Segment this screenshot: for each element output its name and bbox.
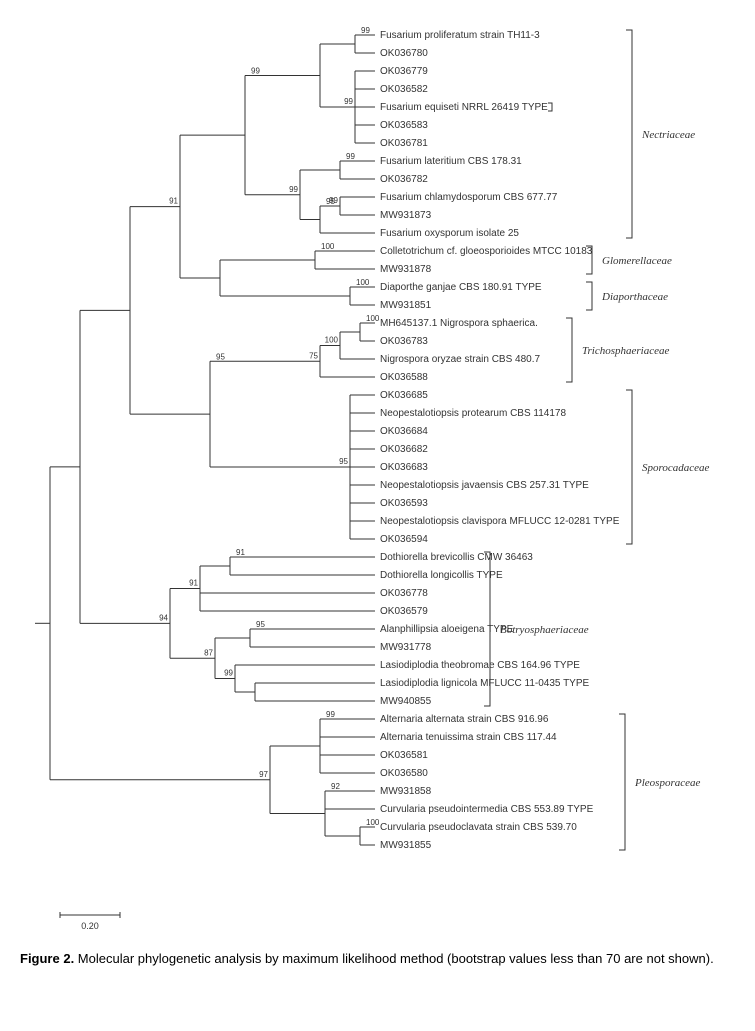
family-label: Diaporthaceae [601, 291, 668, 303]
bootstrap-value: 94 [159, 613, 168, 622]
taxon-label: OK036580 [380, 768, 428, 779]
family-label: Pleosporaceae [634, 777, 700, 789]
taxon-label: OK036684 [380, 426, 428, 437]
taxon-label: Neopestalotiopsis clavispora MFLUCC 12-0… [380, 516, 620, 527]
bootstrap-value: 91 [189, 579, 198, 588]
taxon-label: Fusarium oxysporum isolate 25 [380, 228, 519, 239]
family-label: Sporocadaceae [642, 462, 710, 474]
taxon-label: OK036783 [380, 336, 428, 347]
bootstrap-value: 97 [259, 770, 268, 779]
taxon-label: OK036778 [380, 588, 428, 599]
family-label: Glomerellaceae [602, 255, 672, 267]
taxon-label: OK036685 [380, 390, 428, 401]
bootstrap-value: 75 [309, 351, 318, 360]
taxon-label: Alanphillipsia aloeigena TYPE [380, 624, 514, 635]
taxon-label: MW931858 [380, 786, 432, 797]
bootstrap-value: 95 [256, 620, 265, 629]
taxon-label: Alternaria alternata strain CBS 916.96 [380, 714, 549, 725]
bootstrap-value: 99 [289, 185, 298, 194]
bootstrap-value: 95 [339, 457, 348, 466]
bootstrap-value: 99 [251, 67, 260, 76]
bootstrap-value: 91 [236, 548, 245, 557]
taxon-label: OK036683 [380, 462, 428, 473]
taxon-label: Lasiodiplodia lignicola MFLUCC 11-0435 T… [380, 678, 590, 689]
figure-caption: Figure 2. Molecular phylogenetic analysi… [20, 950, 755, 968]
taxon-label: Neopestalotiopsis protearum CBS 114178 [380, 408, 566, 419]
family-label: Botryosphaeriaceae [500, 624, 589, 636]
bootstrap-value: 99 [326, 710, 335, 719]
bootstrap-value: 100 [325, 336, 339, 345]
scale-bar-label: 0.20 [81, 921, 99, 931]
taxon-label: OK036780 [380, 48, 428, 59]
taxon-label: OK036782 [380, 174, 428, 185]
taxon-label: Fusarium proliferatum strain TH11-3 [380, 30, 540, 41]
bootstrap-value: 91 [169, 197, 178, 206]
taxon-label: OK036579 [380, 606, 428, 617]
taxon-label: Lasiodiplodia theobromae CBS 164.96 TYPE [380, 660, 580, 671]
tree-svg: 99 99 99 99 95 99 99 100 100 91 100 100 75 95 95 91 91 95… [20, 20, 735, 940]
taxon-label: OK036582 [380, 84, 428, 95]
taxon-label: Fusarium chlamydosporum CBS 677.77 [380, 192, 558, 203]
caption-prefix: Figure 2. [20, 951, 74, 966]
bootstrap-value: 87 [204, 648, 213, 657]
family-label: Nectriaceae [641, 129, 695, 141]
caption-text: Molecular phylogenetic analysis by maxim… [74, 951, 714, 966]
bootstrap-value: 95 [326, 197, 335, 206]
taxon-label: Colletotrichum cf. gloeosporioides MTCC … [380, 246, 593, 257]
phylogenetic-tree: 99 99 99 99 95 99 99 100 100 91 100 100 75 95 95 91 91 95… [20, 20, 755, 940]
taxon-label: Curvularia pseudointermedia CBS 553.89 T… [380, 804, 594, 815]
taxon-label: Nigrospora oryzae strain CBS 480.7 [380, 354, 541, 365]
bootstrap-value: 99 [361, 26, 370, 35]
taxon-label: OK036594 [380, 534, 428, 545]
bootstrap-value: 95 [216, 352, 225, 361]
taxon-label: Dothiorella longicollis TYPE [380, 570, 503, 581]
bootstrap-value: 100 [366, 818, 380, 827]
taxon-label: MW931878 [380, 264, 432, 275]
taxon-label: OK036581 [380, 750, 428, 761]
taxon-label: Diaporthe ganjae CBS 180.91 TYPE [380, 282, 542, 293]
family-label: Trichosphaeriaceae [582, 345, 669, 357]
taxon-label: MW931855 [380, 840, 432, 851]
taxon-label: MW931873 [380, 210, 432, 221]
taxon-label: MW931778 [380, 642, 432, 653]
taxon-label: Alternaria tenuissima strain CBS 117.44 [380, 732, 557, 743]
taxon-label: Neopestalotiopsis javaensis CBS 257.31 T… [380, 480, 589, 491]
taxon-label: OK036779 [380, 66, 428, 77]
bootstrap-value: 100 [356, 278, 370, 287]
taxon-label: MW931851 [380, 300, 432, 311]
taxon-label: Curvularia pseudoclavata strain CBS 539.… [380, 822, 577, 833]
taxon-label: OK036682 [380, 444, 428, 455]
taxon-label: MW940855 [380, 696, 432, 707]
taxon-label: Fusarium lateritium CBS 178.31 [380, 156, 522, 167]
taxon-label: OK036781 [380, 138, 428, 149]
bootstrap-value: 92 [331, 782, 340, 791]
taxon-label: OK036588 [380, 372, 428, 383]
taxon-label: OK036583 [380, 120, 428, 131]
bootstrap-value: 99 [344, 97, 353, 106]
bootstrap-value: 99 [224, 669, 233, 678]
bootstrap-value: 100 [366, 314, 380, 323]
bootstrap-value: 100 [321, 242, 335, 251]
bootstrap-value: 99 [346, 152, 355, 161]
taxon-label: MH645137.1 Nigrospora sphaerica. [380, 318, 538, 329]
taxon-label: Dothiorella brevicollis CMW 36463 [380, 552, 533, 563]
taxon-label: Fusarium equiseti NRRL 26419 TYPE [380, 102, 548, 113]
taxon-label: OK036593 [380, 498, 428, 509]
